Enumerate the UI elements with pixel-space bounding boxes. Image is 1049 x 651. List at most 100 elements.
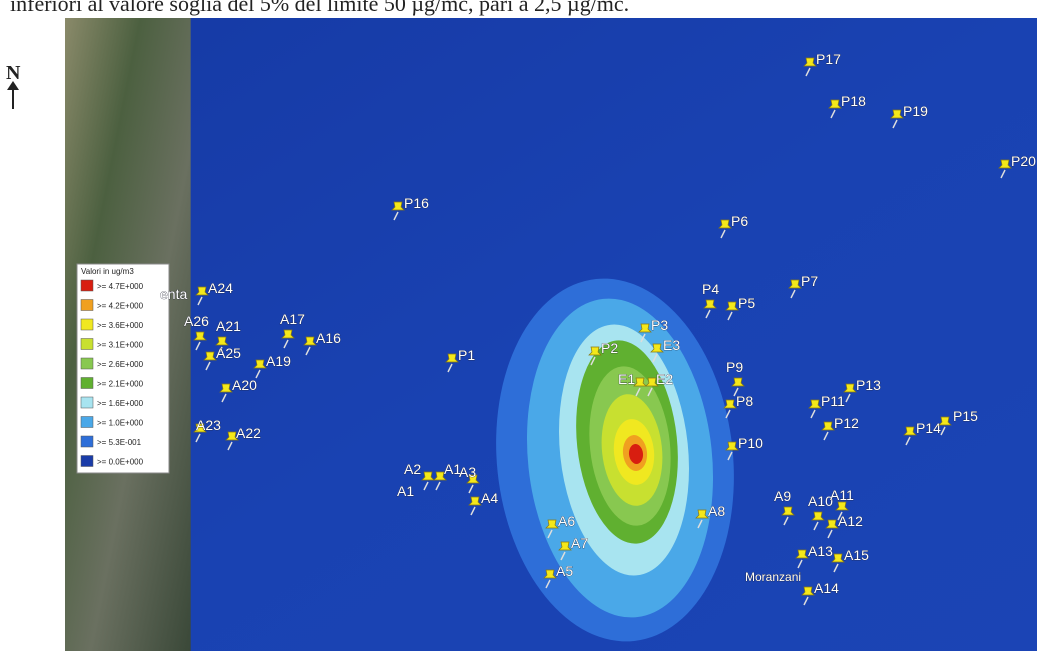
pin-label: A9 — [774, 488, 791, 504]
pin-label: A17 — [280, 311, 305, 327]
pins: P17 P18 P19 P20 P16 P6 P7 P4 P5 P3 P2 E3 E1 E2 P9 P8 P1 P… — [160, 51, 1036, 606]
pin-head — [468, 496, 482, 506]
pin-label: P13 — [856, 377, 881, 393]
legend-label: >= 4.2E+000 — [97, 302, 144, 311]
pin-needle — [447, 363, 453, 373]
pin-label: P12 — [834, 415, 859, 431]
pin-needle — [255, 369, 261, 379]
pin-needle — [697, 519, 703, 529]
pin-label: P6 — [731, 213, 748, 229]
pin-needle — [783, 516, 789, 526]
pin-needle — [283, 339, 289, 349]
pin-label: A6 — [558, 513, 575, 529]
pin-label: P9 — [726, 359, 743, 375]
pin-label: P19 — [903, 103, 928, 119]
legend-swatch — [80, 279, 94, 292]
legend-label: >= 1.0E+000 — [97, 419, 144, 428]
pin-head — [303, 336, 317, 346]
pin-head — [835, 501, 849, 511]
pin-label: A4 — [481, 490, 498, 506]
pin-head — [253, 359, 267, 369]
pin-needle — [833, 563, 839, 573]
pin-needle — [823, 431, 829, 441]
pin-label: P15 — [953, 408, 978, 424]
pin-label: E1 — [618, 371, 635, 387]
pin-label: P1 — [458, 347, 475, 363]
pin-label: P10 — [738, 435, 763, 451]
legend-swatch — [80, 416, 94, 428]
pin-label: A11 — [830, 487, 854, 503]
pin-label: A8 — [708, 503, 725, 519]
north-label: N — [6, 62, 21, 84]
pin-label: P17 — [816, 51, 841, 67]
pin-head — [808, 399, 822, 409]
pin-head — [731, 377, 745, 387]
pin-needle — [830, 109, 836, 119]
place-label: Moranzani — [745, 570, 801, 584]
pin-head — [645, 377, 659, 387]
pin-head — [391, 201, 405, 211]
pin-needle — [197, 296, 203, 306]
pin-needle — [393, 211, 399, 221]
pin-label: P18 — [841, 93, 866, 109]
pin-needle — [892, 119, 898, 129]
pin-needle — [810, 409, 816, 419]
pin-label: P2 — [601, 340, 618, 356]
pin-needle — [221, 393, 227, 403]
pin-head — [725, 441, 739, 451]
legend-swatch — [80, 299, 94, 311]
pin-head — [811, 511, 825, 521]
pin-needle — [635, 387, 641, 397]
legend-swatch — [80, 396, 94, 409]
caption: inferiori al valore soglia del 5% del li… — [10, 0, 630, 16]
pin-label: A5 — [556, 563, 573, 579]
pin-head — [638, 323, 652, 333]
pin-label: A7 — [571, 535, 588, 551]
pin-head — [831, 553, 845, 563]
north-arrow: N — [6, 62, 20, 109]
legend-label: >= 2.6E+000 — [97, 360, 144, 369]
pin-head — [545, 519, 559, 529]
pin-needle — [797, 559, 803, 569]
legend-label: >= 4.7E+000 — [97, 282, 144, 291]
pin-needle — [727, 451, 733, 461]
pin-label: A13 — [808, 543, 833, 559]
pin-needle — [725, 409, 731, 419]
pin-head — [466, 474, 480, 484]
pin-label: P11 — [821, 393, 845, 409]
pin-head — [215, 336, 229, 346]
place-label: A1 — [397, 483, 414, 499]
pin-head — [801, 586, 815, 596]
pin-needle — [217, 346, 223, 356]
pin-label: A21 — [216, 318, 241, 334]
legend: Valori in ug/m3 >= 4.7E+000 >= 4.2E+000 >= … — [76, 263, 170, 474]
arrow-head — [7, 81, 19, 90]
pin-needle — [803, 596, 809, 606]
pin-label: A3 — [459, 464, 476, 480]
pin-needle — [1000, 169, 1006, 179]
pin-label: A26 — [184, 313, 209, 329]
pin-needle — [837, 511, 843, 521]
legend-swatch — [80, 357, 94, 370]
pin-needle — [195, 433, 201, 443]
pin-head — [225, 431, 239, 441]
pin-label: A2 — [404, 461, 421, 477]
pin-head — [695, 509, 709, 519]
pin-head — [998, 159, 1012, 169]
pin-head — [725, 301, 739, 311]
pin-label: A14 — [814, 580, 839, 596]
plume — [496, 278, 734, 642]
pin-needle — [813, 521, 819, 531]
pin-label: P3 — [651, 317, 668, 333]
pin-needle — [470, 506, 476, 516]
pin-needle — [195, 341, 201, 351]
pin-head — [828, 99, 842, 109]
pin-needle — [435, 481, 441, 491]
legend-label: >= 0.0E+000 — [97, 458, 144, 467]
legend-swatch — [80, 455, 94, 467]
legend-swatch — [80, 318, 94, 331]
pin-needle — [640, 333, 646, 343]
pin-needle — [733, 387, 739, 397]
legend-label: >= 2.1E+000 — [97, 380, 144, 389]
